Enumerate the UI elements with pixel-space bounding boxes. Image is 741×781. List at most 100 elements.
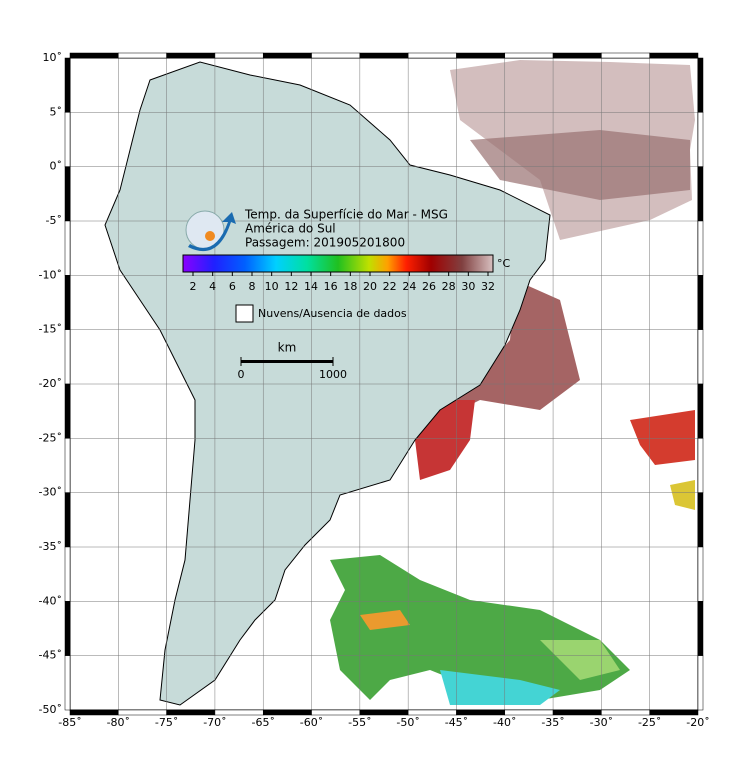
- lon-tick-label: -65˚: [251, 716, 274, 729]
- border-band: [69, 709, 119, 716]
- border-band: [262, 709, 312, 716]
- colorbar-ticks: 2 4 6 8 10 12 14 16 18 20 22 24 26 28 30 32: [190, 272, 495, 293]
- colorbar-tick-label: 24: [402, 280, 416, 293]
- border-band: [214, 52, 264, 59]
- colorbar-tick-label: 28: [442, 280, 456, 293]
- lat-tick-label: -30˚: [39, 486, 62, 499]
- border-band: [697, 220, 704, 276]
- border-band: [166, 52, 216, 59]
- border-band: [64, 57, 71, 113]
- border-band: [601, 52, 650, 59]
- sst-data: [330, 60, 695, 705]
- lat-tick-label: -35˚: [39, 540, 62, 553]
- scale-line: [241, 360, 333, 363]
- lat-tick-label: -25˚: [39, 431, 62, 444]
- sst-patch: [440, 670, 560, 705]
- lon-tick-label: -25˚: [638, 716, 661, 729]
- border-band: [359, 52, 409, 59]
- border-band: [118, 709, 167, 716]
- sst-patch: [330, 555, 630, 700]
- colorbar-tick-label: 18: [343, 280, 357, 293]
- scale-end: 1000: [319, 368, 347, 381]
- border-band: [504, 52, 554, 59]
- border-band: [359, 709, 409, 716]
- colorbar-tick-label: 8: [249, 280, 256, 293]
- border-band: [118, 52, 167, 59]
- lon-tick-label: -50˚: [396, 716, 419, 729]
- lon-tick-label: -70˚: [203, 716, 226, 729]
- scale-start: 0: [238, 368, 245, 381]
- border-band: [64, 383, 71, 439]
- logo-arrow: [188, 212, 236, 252]
- title-line: Temp. da Superfície do Mar - MSG: [244, 208, 448, 222]
- title-line: América do Sul: [245, 222, 336, 236]
- border-band: [504, 709, 554, 716]
- border-band: [697, 275, 704, 330]
- border-band: [311, 52, 361, 59]
- sst-patch: [670, 480, 695, 510]
- border-band: [64, 275, 71, 330]
- border-band: [697, 438, 704, 493]
- lon-tick-label: -45˚: [445, 716, 468, 729]
- sst-patch: [630, 410, 695, 465]
- colorbar-tick-label: 14: [304, 280, 318, 293]
- colorbar-tick-label: 32: [481, 280, 495, 293]
- border-band: [697, 166, 704, 222]
- border-band: [697, 57, 704, 113]
- border-band: [697, 655, 704, 711]
- logo-dot: [205, 231, 215, 241]
- border-band: [64, 329, 71, 385]
- border-band: [64, 166, 71, 222]
- border-band: [649, 52, 699, 59]
- border-band: [64, 655, 71, 711]
- colorbar-tick-label: 4: [209, 280, 216, 293]
- lat-tick-label: 0˚: [50, 160, 63, 173]
- border-band: [601, 709, 650, 716]
- colorbar-tick-label: 30: [461, 280, 475, 293]
- border-band: [649, 709, 699, 716]
- border-band: [64, 438, 71, 493]
- lat-tick-label: -45˚: [39, 649, 62, 662]
- lat-tick-label: -20˚: [39, 377, 62, 390]
- lat-tick-label: -15˚: [39, 323, 62, 336]
- lon-tick-label: -55˚: [348, 716, 371, 729]
- colorbar-tick-label: 22: [383, 280, 397, 293]
- colorbar: [182, 254, 494, 273]
- border-band: [552, 709, 602, 716]
- sst-patch: [540, 640, 620, 680]
- colorbar-tick-label: 20: [363, 280, 377, 293]
- title-line: Passagem: 201905201800: [245, 236, 405, 250]
- sst-patch: [360, 610, 410, 630]
- lat-tick-label: 5˚: [50, 105, 63, 118]
- border-band: [64, 546, 71, 602]
- border-band: [552, 52, 602, 59]
- border-band: [697, 546, 704, 602]
- colorbar-tick-label: 26: [422, 280, 436, 293]
- scale-unit: km: [278, 341, 297, 355]
- colorbar-tick-label: 2: [190, 280, 197, 293]
- border-band: [456, 52, 506, 59]
- lon-tick-label: -30˚: [590, 716, 613, 729]
- legend-swatch: [235, 304, 254, 323]
- border-band: [407, 52, 457, 59]
- border-band: [697, 601, 704, 656]
- lon-tick-label: -80˚: [107, 716, 130, 729]
- border-band: [64, 220, 71, 276]
- border-band: [64, 492, 71, 548]
- scale-bar: km 0 1000: [238, 341, 348, 382]
- border-band: [697, 492, 704, 548]
- colorbar-tick-label: 16: [324, 280, 338, 293]
- lat-tick-label: 10˚: [43, 51, 63, 64]
- border-band: [64, 601, 71, 656]
- lon-tick-label: -60˚: [300, 716, 323, 729]
- colorbar-tick-label: 10: [265, 280, 279, 293]
- border-band: [697, 383, 704, 439]
- border-band: [697, 329, 704, 385]
- map-area: [69, 57, 699, 711]
- border-band: [69, 52, 119, 59]
- colorbar-tick-label: 12: [284, 280, 298, 293]
- border-band: [697, 112, 704, 167]
- lat-tick-label: -40˚: [39, 594, 62, 607]
- legend-label: Nuvens/Ausencia de dados: [258, 307, 407, 320]
